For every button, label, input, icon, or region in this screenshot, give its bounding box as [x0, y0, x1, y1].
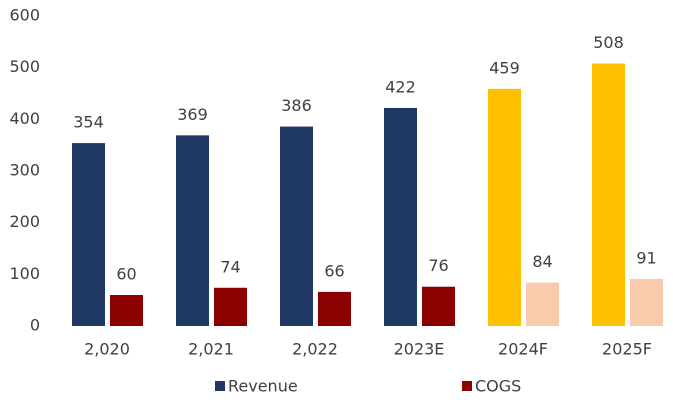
- y-tick-label: 100: [9, 264, 40, 283]
- y-tick-label: 300: [9, 161, 40, 180]
- bar: [592, 63, 625, 327]
- x-tick-label: 2,020: [84, 340, 130, 359]
- legend-swatch: [215, 381, 225, 391]
- bar: [110, 295, 143, 326]
- bar: [318, 291, 351, 326]
- x-tick-label: 2024F: [498, 340, 548, 359]
- bar: [214, 287, 247, 326]
- x-tick-label: 2023E: [394, 340, 445, 359]
- bar: [526, 282, 559, 326]
- data-label: 66: [324, 261, 344, 280]
- bar: [488, 88, 521, 326]
- data-label: 60: [116, 265, 136, 284]
- bar: [72, 143, 105, 326]
- y-tick-label: 500: [9, 57, 40, 76]
- bar: [384, 107, 417, 326]
- y-tick-label: 600: [9, 6, 40, 25]
- data-label: 84: [532, 252, 552, 271]
- y-tick-label: 0: [30, 316, 40, 335]
- data-label: 76: [428, 256, 448, 275]
- bar: [630, 278, 663, 326]
- data-label: 354: [73, 113, 104, 132]
- data-label: 369: [177, 105, 208, 124]
- bar: [422, 286, 455, 326]
- x-tick-label: 2025F: [602, 340, 652, 359]
- data-label: 459: [489, 58, 520, 77]
- legend-label: COGS: [475, 377, 521, 396]
- bar: [176, 135, 209, 326]
- legend-swatch: [462, 381, 472, 391]
- legend-label: Revenue: [228, 377, 298, 396]
- data-label: 422: [385, 77, 416, 96]
- x-tick-label: 2,022: [292, 340, 338, 359]
- data-label: 508: [593, 33, 624, 52]
- bar: [280, 126, 313, 326]
- data-label: 74: [220, 257, 240, 276]
- data-label: 386: [281, 96, 312, 115]
- data-label: 91: [636, 248, 656, 267]
- x-tick-label: 2,021: [188, 340, 234, 359]
- y-tick-label: 400: [9, 109, 40, 128]
- y-tick-label: 200: [9, 212, 40, 231]
